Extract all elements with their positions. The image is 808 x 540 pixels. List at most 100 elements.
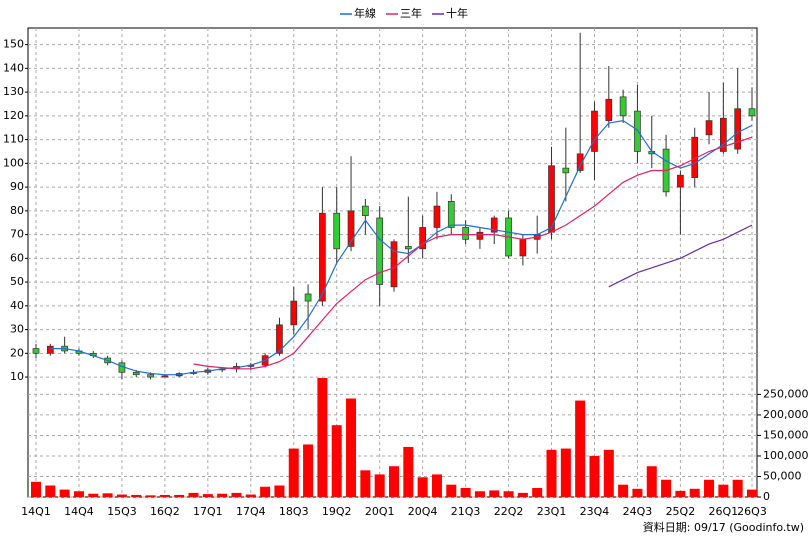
volume-bar [704, 479, 715, 497]
volume-bar [489, 490, 500, 497]
x-tick-label: 17Q4 [236, 505, 266, 518]
volume-bar [403, 446, 414, 497]
volume-bar [346, 398, 357, 497]
x-tick-label: 14Q4 [64, 505, 94, 518]
candle-body [476, 231, 484, 240]
x-tick-label: 21Q3 [451, 505, 481, 518]
x-tick-label: 20Q4 [408, 505, 438, 518]
volume-bar [589, 455, 600, 497]
volume-bar [747, 489, 757, 497]
volume-bar [274, 485, 285, 497]
volume-bar [389, 466, 399, 497]
legend-label: 三年 [400, 6, 422, 20]
y-tick-label: 110 [3, 133, 24, 146]
y-tick-label: 80 [10, 204, 24, 217]
volume-bar [145, 495, 156, 497]
volume-bar [88, 493, 99, 497]
candle-body [519, 238, 527, 257]
candle-body [32, 348, 40, 354]
candle-body [290, 300, 298, 326]
candle-body [276, 324, 283, 354]
volume-bar [661, 479, 672, 497]
volume-tick-label: 200,000 [763, 408, 808, 421]
volume-bar [618, 484, 629, 497]
y-tick-label: 10 [10, 370, 24, 383]
y-tick-label: 60 [10, 251, 24, 264]
volume-bar [360, 470, 371, 497]
volume-bar [131, 494, 142, 497]
volume-bar [188, 492, 199, 497]
ma-line [193, 136, 753, 370]
volume-bar [202, 494, 213, 497]
volume-bar [102, 493, 113, 497]
volume-bar [217, 493, 228, 497]
candle-body [591, 110, 598, 152]
legend-label: 十年 [446, 6, 468, 20]
candle-body [734, 108, 742, 150]
x-tick-label: 24Q3 [623, 505, 653, 518]
candle-body [132, 371, 140, 376]
volume-bar [474, 491, 485, 497]
y-tick-label: 100 [3, 156, 24, 169]
x-tick-label: 25Q2 [666, 505, 696, 518]
candle-body [720, 117, 727, 152]
x-tick-label: 26Q3 [737, 505, 767, 518]
volume-tick-label: 0 [763, 490, 770, 503]
candle-body [490, 217, 498, 233]
volume-bar [231, 492, 242, 497]
x-tick-label: 23Q4 [580, 505, 610, 518]
y-tick-label: 150 [3, 38, 24, 51]
volume-tick-label: 250,000 [763, 387, 808, 400]
legend-label: 年線 [354, 6, 376, 20]
volume-bar [532, 487, 543, 497]
volume-bar [260, 486, 271, 497]
x-tick-label: 15Q3 [107, 505, 137, 518]
volume-bar [431, 474, 442, 497]
volume-bar [288, 448, 299, 497]
volume-bar [718, 484, 729, 497]
volume-tick-label: 150,000 [763, 428, 808, 441]
y-tick-label: 40 [10, 299, 24, 312]
volume-bar [317, 378, 328, 497]
candle-body [447, 200, 455, 228]
volume-tick-label: 50,000 [763, 469, 802, 482]
x-tick-label: 14Q1 [21, 505, 51, 518]
candle-body [605, 98, 613, 121]
volume-bar [675, 490, 686, 497]
x-tick-label: 17Q1 [193, 505, 223, 518]
candle-body [634, 110, 641, 152]
candle-body [419, 227, 426, 250]
volume-bar [517, 492, 528, 497]
candle-body [347, 210, 355, 247]
x-tick-label: 20Q1 [365, 505, 395, 518]
x-tick-label: 18Q3 [279, 505, 309, 518]
volume-tick-label: 100,000 [763, 449, 808, 462]
volume-bar [303, 444, 314, 497]
candle-body [46, 345, 54, 354]
ma-line [50, 119, 753, 376]
x-tick-label: 22Q2 [494, 505, 524, 518]
candle-body [462, 227, 469, 240]
candle-body [705, 120, 713, 136]
y-tick-label: 30 [10, 323, 24, 336]
x-tick-label: 23Q1 [537, 505, 567, 518]
candle-body [576, 153, 584, 171]
candle-body [362, 205, 369, 216]
volume-bar [460, 487, 471, 497]
volume-bar [603, 449, 614, 497]
volume-bar [245, 494, 256, 497]
volume-bar [59, 489, 70, 497]
volume-bar [374, 474, 385, 497]
x-tick-label: 19Q2 [322, 505, 352, 518]
footnote: 資料日期: 09/17 (Goodinfo.tw) [643, 520, 804, 534]
candle-body [562, 167, 570, 174]
volume-bar [417, 477, 428, 497]
volume-bar [503, 491, 514, 497]
y-tick-label: 70 [10, 228, 24, 241]
candle-body [619, 96, 627, 117]
y-tick-label: 120 [3, 109, 24, 122]
candle-body [376, 217, 384, 285]
candle-body [677, 174, 684, 188]
volume-bar [689, 488, 700, 497]
